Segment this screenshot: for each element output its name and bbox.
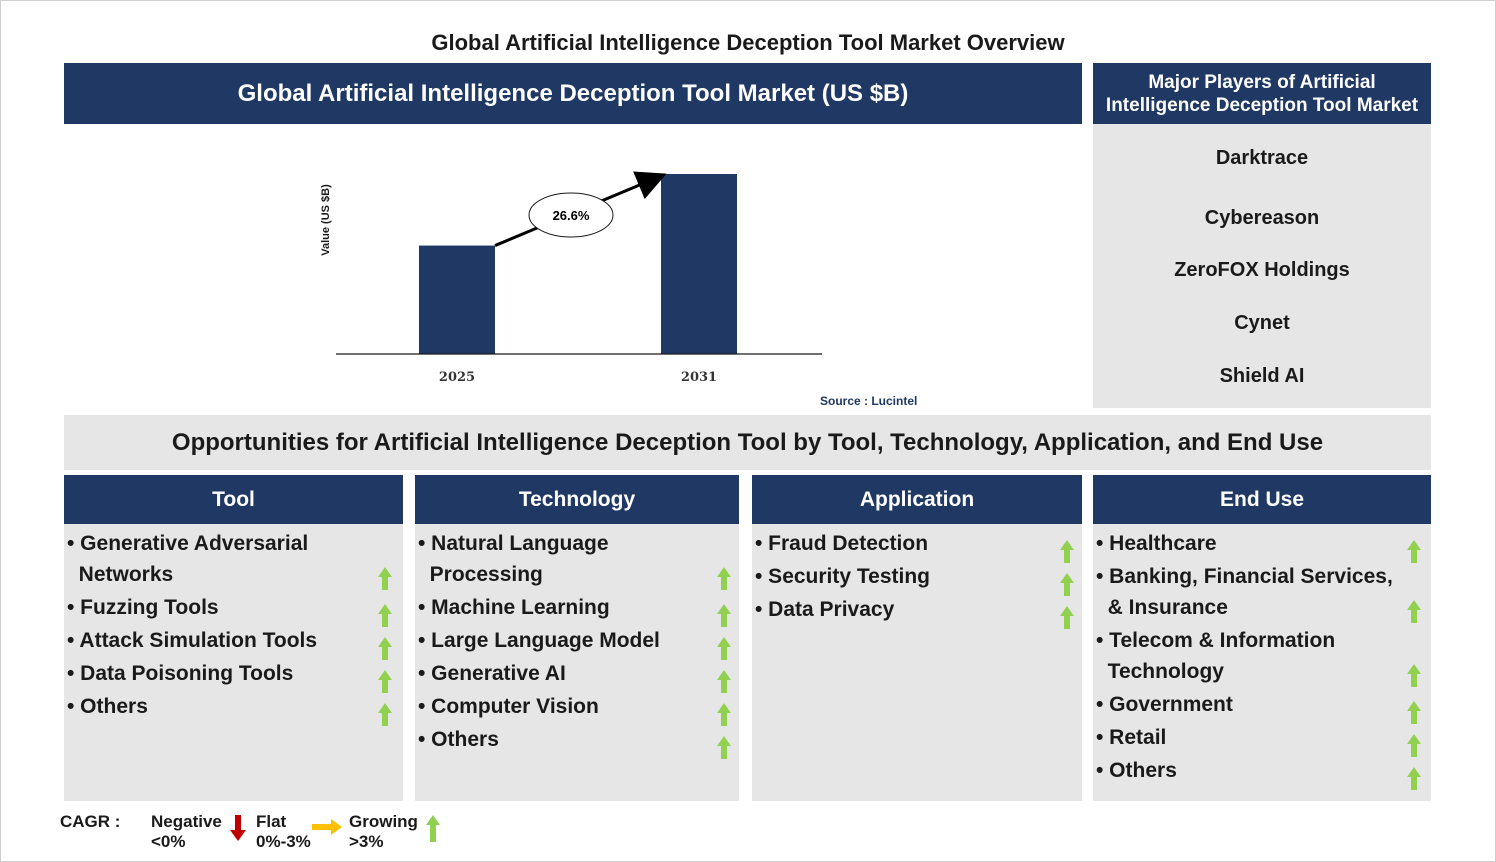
- growing-trend-arrow-icon: [717, 669, 731, 693]
- x-tick-label: 2031: [681, 370, 717, 385]
- player-name: Cynet: [1234, 312, 1290, 334]
- major-players-header: Major Players of Artificial Intelligence…: [1093, 63, 1431, 124]
- market-size-header: Global Artificial Intelligence Deception…: [64, 63, 1082, 124]
- major-players-panel: Darktrace Cybereason ZeroFOX Holdings Cy…: [1093, 124, 1431, 408]
- player-name: Cybereason: [1204, 207, 1320, 229]
- player-name: ZeroFOX Holdings: [1174, 259, 1350, 281]
- growing-trend-arrow-icon: [1407, 766, 1421, 790]
- technology-column-header: Technology: [415, 475, 739, 524]
- growing-trend-arrow-icon: [717, 636, 731, 660]
- opportunity-item: • Data Poisoning Tools: [67, 662, 294, 685]
- player-name: Shield AI: [1219, 365, 1305, 387]
- red-down-arrow-icon: [230, 815, 246, 841]
- green-up-arrow-icon: [426, 815, 440, 842]
- opportunity-item: • Generative AI: [418, 662, 566, 685]
- end-use-column-body: [1093, 524, 1431, 801]
- opportunity-item: • Fraud Detection: [755, 532, 929, 555]
- opportunity-item: • Others: [67, 695, 148, 718]
- legend-negative-name: Negative: [151, 812, 222, 831]
- legend-growing-range: >3%: [349, 832, 384, 851]
- opportunities-header: Opportunities for Artificial Intelligenc…: [64, 415, 1431, 470]
- opportunity-item: • Generative Adversarial: [67, 532, 309, 555]
- legend-negative: Negative <0%: [151, 812, 222, 852]
- growing-trend-arrow-icon: [1407, 733, 1421, 757]
- page-title: Global Artificial Intelligence Deception…: [431, 30, 1065, 55]
- end-use-column-header: End Use: [1093, 475, 1431, 524]
- legend-growing: Growing >3%: [349, 812, 418, 852]
- legend-flat-range: 0%-3%: [256, 832, 311, 851]
- opportunity-item: • Telecom & Information: [1096, 629, 1336, 652]
- opportunity-item: • Government: [1096, 693, 1233, 716]
- growing-trend-arrow-icon: [378, 636, 392, 660]
- opportunity-item: • Banking, Financial Services,: [1096, 565, 1393, 588]
- growing-trend-arrow-icon: [717, 603, 731, 627]
- growing-trend-arrow-icon: [717, 702, 731, 726]
- tool-column-header: Tool: [64, 475, 403, 524]
- growing-trend-arrow-icon: [1407, 663, 1421, 687]
- tool-column-body: [64, 524, 403, 801]
- opportunity-item: • Others: [1096, 759, 1177, 782]
- technology-column-body: [415, 524, 739, 801]
- application-column-header: Application: [752, 475, 1082, 524]
- chart-source: Source : Lucintel: [820, 394, 918, 408]
- legend-label: CAGR :: [60, 812, 121, 831]
- opportunity-item: Networks: [67, 563, 174, 586]
- cagr-bubble: [528, 192, 614, 238]
- growing-trend-arrow-icon: [1060, 539, 1074, 563]
- legend-negative-range: <0%: [151, 832, 186, 851]
- legend-flat: Flat 0%-3%: [256, 812, 311, 852]
- opportunity-item: & Insurance: [1096, 596, 1228, 619]
- opportunity-item: Processing: [418, 563, 543, 586]
- growing-trend-arrow-icon: [378, 669, 392, 693]
- opportunity-item: Technology: [1096, 660, 1224, 683]
- growing-trend-arrow-icon: [378, 566, 392, 590]
- growing-trend-arrow-icon: [717, 735, 731, 759]
- opportunity-item: • Machine Learning: [418, 596, 610, 619]
- growing-trend-arrow-icon: [1407, 599, 1421, 623]
- opportunity-item: • Large Language Model: [418, 629, 660, 652]
- growing-trend-arrow-icon: [1407, 539, 1421, 563]
- opportunity-item: • Attack Simulation Tools: [67, 629, 318, 652]
- opportunity-item: • Computer Vision: [418, 695, 599, 718]
- x-tick-label: 2025: [439, 370, 475, 385]
- growing-trend-arrow-icon: [378, 702, 392, 726]
- growing-trend-arrow-icon: [717, 566, 731, 590]
- bar-2025: [419, 245, 495, 354]
- legend-flat-name: Flat: [256, 812, 287, 831]
- cagr-label: 26.6%: [553, 208, 590, 223]
- application-column-body: [752, 524, 1082, 801]
- opportunity-item: • Fuzzing Tools: [67, 596, 219, 619]
- opportunity-item: • Security Testing: [755, 565, 931, 588]
- legend-growing-name: Growing: [349, 812, 418, 831]
- opportunity-item: • Healthcare: [1096, 532, 1217, 555]
- growing-trend-arrow-icon: [378, 603, 392, 627]
- y-axis-label: Value (US $B): [320, 184, 332, 256]
- market-bar-chart: Value (US $B) 2025 2031 26.6%: [320, 171, 822, 385]
- opportunity-item: • Natural Language: [418, 532, 609, 555]
- bar-2031: [661, 174, 737, 354]
- player-name: Darktrace: [1215, 147, 1309, 169]
- opportunity-item: • Data Privacy: [755, 598, 895, 621]
- growing-trend-arrow-icon: [1407, 700, 1421, 724]
- opportunity-item: • Retail: [1096, 726, 1167, 749]
- growing-trend-arrow-icon: [1060, 572, 1074, 596]
- growing-trend-arrow-icon: [1060, 605, 1074, 629]
- yellow-right-arrow-icon: [312, 819, 342, 835]
- opportunity-item: • Others: [418, 728, 499, 751]
